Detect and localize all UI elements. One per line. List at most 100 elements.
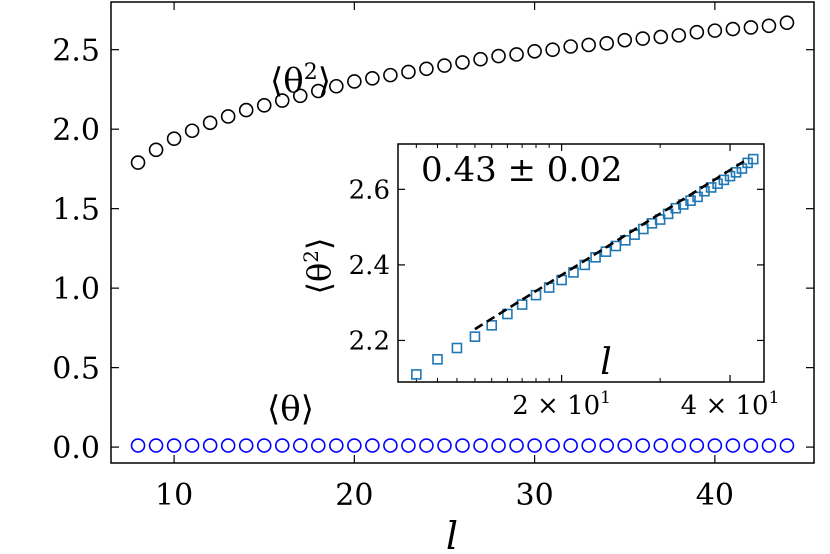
main-y-tick-label: 1.5	[52, 193, 100, 228]
data-point	[274, 93, 290, 108]
data-point	[437, 58, 452, 73]
data-point	[365, 438, 380, 453]
main-plot-frame	[110, 1, 815, 464]
main-series-0	[130, 15, 795, 170]
data-point	[184, 438, 200, 453]
inset-y-tick-label: 2.6	[349, 175, 390, 205]
data-point	[220, 109, 236, 124]
fit-line	[474, 158, 749, 331]
data-point	[455, 55, 470, 70]
data-point	[148, 438, 164, 453]
data-point	[473, 438, 488, 453]
data-point	[148, 142, 164, 158]
data-point	[256, 98, 272, 113]
data-point	[411, 369, 422, 380]
data-point	[451, 342, 463, 354]
data-point	[761, 18, 777, 34]
main-y-tick-label: 1.0	[52, 272, 100, 307]
data-point	[502, 308, 513, 320]
main-y-tick-label: 0.0	[52, 431, 100, 466]
data-point	[166, 131, 182, 147]
data-point	[635, 438, 651, 453]
data-point	[455, 438, 470, 453]
data-point	[527, 438, 542, 453]
data-point	[692, 191, 703, 203]
data-point	[610, 240, 622, 252]
data-point	[274, 438, 290, 453]
main-x-axis-label: l	[446, 514, 458, 554]
main-y-tick-label: 2.0	[52, 113, 100, 148]
data-point	[509, 47, 524, 62]
data-point	[761, 438, 777, 453]
data-point	[130, 438, 146, 453]
inset-x-tick-label: 2 × 101	[512, 388, 611, 421]
data-point	[617, 438, 633, 453]
inset-x-axis-label: l	[600, 342, 612, 383]
main-series	[130, 15, 795, 453]
data-point	[671, 28, 687, 43]
data-point	[401, 438, 416, 453]
data-point	[383, 67, 398, 83]
main-y-tick-label: 0.5	[52, 352, 100, 387]
data-point	[401, 64, 416, 80]
data-point	[581, 438, 596, 453]
data-point	[527, 43, 542, 59]
data-point	[220, 438, 236, 453]
data-point	[689, 24, 705, 40]
data-point	[743, 20, 759, 35]
data-point	[779, 15, 795, 30]
data-point	[292, 438, 308, 453]
data-point	[563, 39, 578, 54]
data-point	[419, 61, 434, 77]
data-point	[329, 438, 344, 453]
data-point	[516, 299, 528, 310]
data-point	[563, 438, 578, 453]
data-point	[432, 354, 443, 365]
data-point	[671, 438, 687, 453]
data-point	[419, 438, 434, 453]
data-point	[725, 438, 741, 453]
inset-y-tick-label: 2.4	[349, 251, 390, 281]
main-x-tick-label: 20	[335, 478, 373, 513]
main-x-tick-label: 10	[155, 478, 193, 513]
data-point	[545, 438, 560, 453]
main-x-tick-label: 40	[696, 478, 734, 513]
data-point	[491, 48, 506, 64]
data-point	[292, 88, 308, 104]
inset-y-axis-label: ⟨θ2⟩	[299, 238, 338, 295]
data-point	[365, 71, 380, 86]
data-point	[202, 438, 218, 453]
main-axis-ticks: 10 20 30 40 0.0 0.5 1.0 1.5 2.0 2.5	[52, 2, 814, 513]
main-y-tick-label: 2.5	[52, 34, 100, 69]
data-point	[310, 83, 326, 99]
inset-axis-ticks: 2 × 101 4 × 101 2.2 2.4 2.6	[349, 144, 780, 421]
data-point	[469, 331, 481, 342]
inset-series	[411, 153, 759, 380]
data-point	[310, 438, 326, 453]
data-point	[707, 438, 723, 453]
data-point	[184, 123, 200, 139]
inset-annotation: 0.43 ± 0.02	[421, 150, 623, 190]
inset-series-1	[474, 158, 749, 331]
inset-y-tick-label: 2.2	[349, 326, 390, 356]
data-point	[653, 29, 669, 45]
inset-plot-frame	[397, 143, 765, 383]
annotation-theta-squared: ⟨θ2⟩	[270, 60, 331, 101]
data-point	[130, 155, 146, 170]
data-point	[256, 438, 272, 453]
data-point	[689, 438, 705, 453]
data-point	[437, 438, 452, 453]
data-point	[329, 78, 344, 94]
data-point	[166, 438, 182, 453]
data-point	[599, 36, 615, 51]
data-point	[743, 438, 759, 453]
data-point	[473, 51, 488, 67]
data-point	[545, 42, 560, 57]
data-point	[617, 32, 633, 48]
data-point	[202, 115, 218, 131]
main-x-tick-label: 30	[516, 478, 554, 513]
data-point	[779, 438, 795, 453]
data-point	[599, 438, 615, 453]
inset-x-tick-label: 4 × 101	[681, 388, 780, 421]
